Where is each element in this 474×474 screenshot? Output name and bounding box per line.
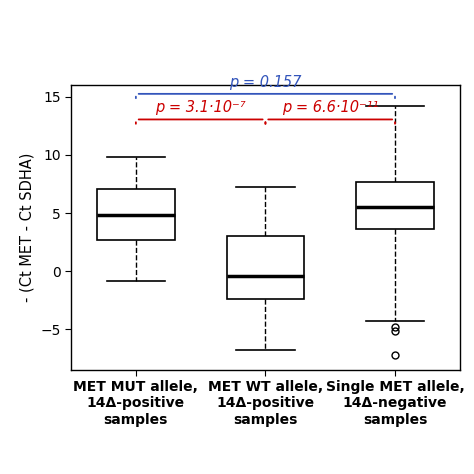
Bar <box>97 189 175 240</box>
Text: p = 6.6·10⁻¹¹: p = 6.6·10⁻¹¹ <box>282 100 378 115</box>
Y-axis label: - (Ct MET - Ct SDHA): - (Ct MET - Ct SDHA) <box>20 153 35 302</box>
Bar <box>227 236 304 299</box>
Bar <box>356 182 434 229</box>
Text: p = 0.157: p = 0.157 <box>229 74 301 90</box>
Text: p = 3.1·10⁻⁷: p = 3.1·10⁻⁷ <box>155 100 246 115</box>
